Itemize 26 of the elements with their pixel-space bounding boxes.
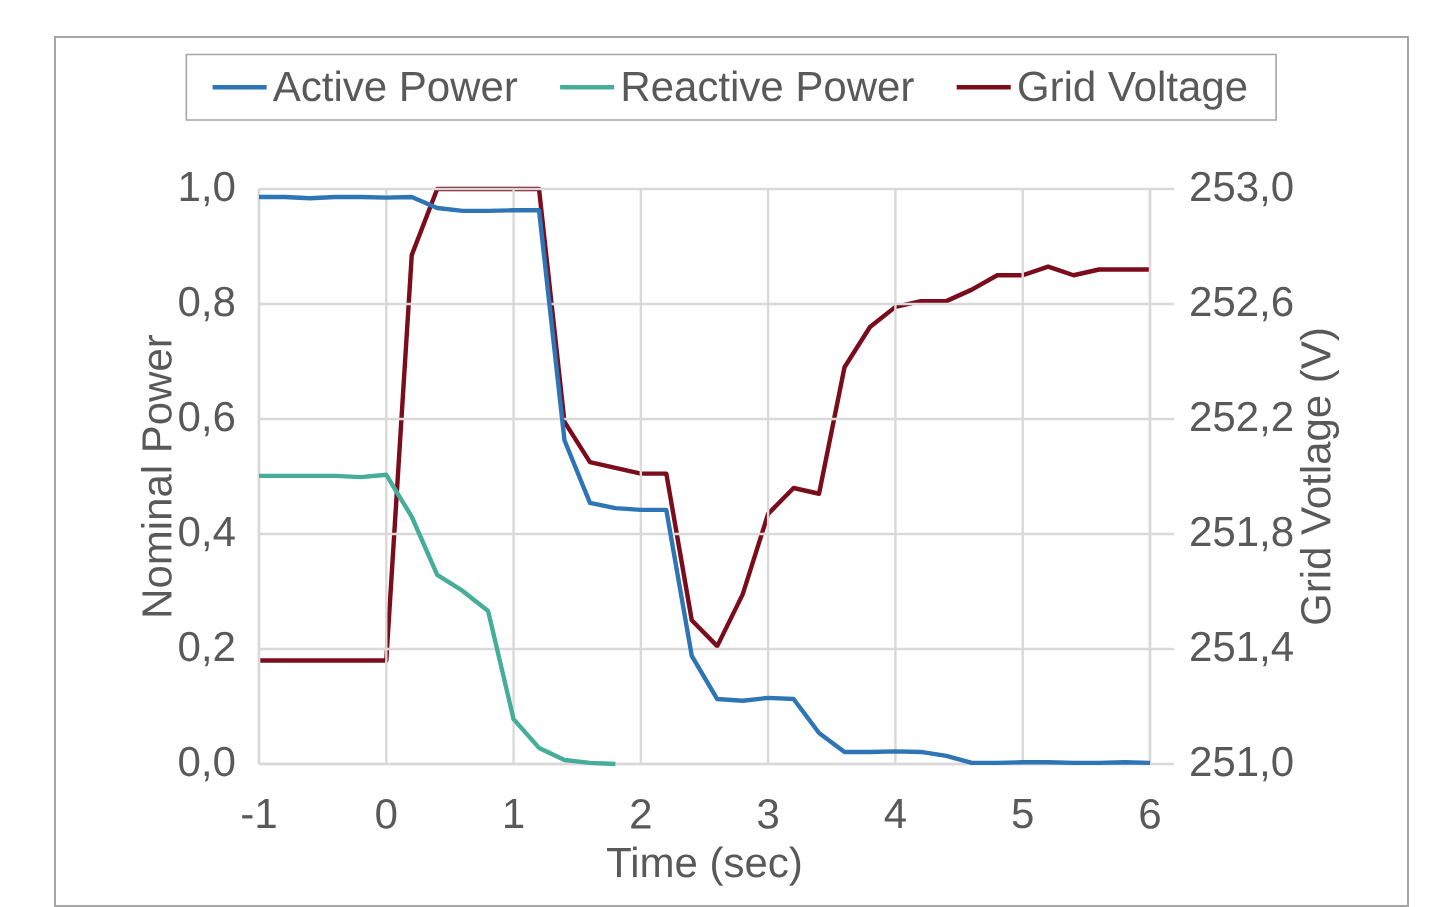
- x-tick-label: 6: [1140, 799, 1160, 829]
- y2-tick-label: 251,4: [1191, 631, 1293, 667]
- x-tick-label: 1: [505, 799, 524, 828]
- legend-label: Reactive Power: [623, 70, 914, 102]
- y-tick-label: 0,2: [179, 631, 234, 667]
- y-tick-label: 0,0: [179, 746, 235, 782]
- y-tick-label: 0,6: [179, 401, 235, 437]
- y2-tick-label: 251,8: [1191, 516, 1293, 552]
- y2-axis-title: Grid Votlage (V): [1299, 329, 1340, 624]
- y2-tick-label: 251,0: [1191, 746, 1293, 782]
- y-tick-label: 0,4: [179, 516, 235, 552]
- x-tick-label: 2: [631, 799, 651, 829]
- x-tick-label: 0: [376, 799, 397, 829]
- x-tick-label: -1: [242, 799, 276, 828]
- legend-label: Grid Voltage: [1019, 70, 1247, 110]
- x-axis-title: Time (sec): [607, 846, 801, 886]
- y2-tick-label: 252,6: [1191, 286, 1293, 322]
- x-tick-label: 3: [758, 799, 778, 829]
- y2-tick-label: 252,2: [1191, 401, 1293, 437]
- x-tick-label: 4: [884, 799, 906, 828]
- x-tick-label: 5: [1012, 799, 1033, 829]
- y-tick-label: 0,8: [179, 286, 235, 322]
- legend-label: Active Power: [272, 70, 518, 102]
- y-tick-label: 1,0: [180, 171, 235, 207]
- y2-tick-label: 253,0: [1191, 171, 1293, 207]
- y-axis-title: Nominal Power: [140, 334, 172, 616]
